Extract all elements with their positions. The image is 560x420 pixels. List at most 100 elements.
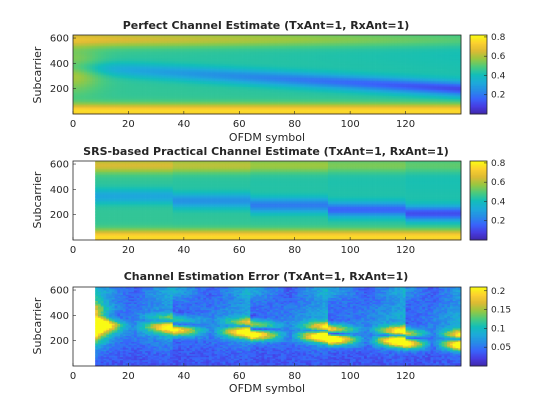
heatmap-cell: [120, 59, 124, 62]
heatmap-cell: [106, 44, 110, 46]
heatmap-cell: [147, 65, 151, 68]
heatmap-cell: [73, 101, 77, 104]
heatmap-cell: [81, 94, 85, 97]
heatmap-cell: [117, 83, 121, 86]
heatmap-cell: [147, 80, 151, 83]
heatmap-cell: [111, 72, 115, 75]
heatmap-cell: [147, 100, 151, 103]
heatmap-cell: [150, 39, 154, 42]
heatmap-cell: [145, 60, 149, 63]
heatmap-cell: [84, 97, 88, 100]
heatmap-cell: [111, 94, 115, 97]
heatmap-cell: [117, 104, 121, 107]
heatmap-cell: [153, 103, 157, 106]
heatmap-cell: [170, 89, 174, 92]
heatmap-cell: [106, 60, 110, 63]
heatmap-cell: [84, 50, 88, 53]
heatmap-cell: [161, 56, 165, 59]
heatmap-cell: [145, 45, 149, 48]
heatmap-cell: [145, 106, 149, 109]
heatmap-cell: [100, 66, 104, 69]
heatmap-cell: [117, 89, 121, 92]
heatmap-cell: [84, 103, 88, 106]
heatmap-cell: [73, 48, 77, 51]
heatmap-cell: [78, 97, 82, 100]
heatmap-cell: [142, 86, 146, 89]
heatmap-cell: [92, 89, 96, 92]
heatmap-cell: [84, 65, 88, 68]
heatmap-cell: [75, 79, 79, 81]
heatmap-cell: [95, 56, 99, 59]
heatmap-cell: [95, 60, 99, 63]
heatmap-cell: [128, 72, 132, 75]
heatmap-cell: [103, 59, 107, 62]
heatmap-cell: [164, 51, 168, 54]
heatmap-cell: [172, 89, 176, 92]
heatmap-cell: [103, 66, 107, 69]
heatmap-cell: [122, 98, 127, 101]
heatmap-cell: [84, 98, 88, 101]
heatmap-cell: [117, 71, 121, 74]
heatmap-cell: [122, 80, 127, 83]
heatmap-cell: [170, 66, 174, 69]
heatmap-cell: [156, 79, 160, 81]
heatmap-cell: [109, 63, 113, 66]
heatmap-cell: [95, 72, 99, 75]
heatmap-cell: [100, 106, 104, 109]
heatmap-cell: [78, 36, 82, 39]
heatmap-cell: [131, 71, 135, 74]
heatmap-cell: [136, 36, 140, 39]
heatmap-cell: [136, 56, 140, 59]
heatmap-cell: [122, 77, 127, 80]
heatmap-cell: [103, 79, 107, 81]
heatmap-cell: [120, 109, 124, 112]
heatmap-cell: [131, 41, 135, 43]
heatmap-cell: [172, 92, 176, 95]
heatmap-cell: [125, 65, 129, 68]
heatmap-cell: [106, 71, 110, 74]
heatmap-cell: [170, 71, 174, 74]
heatmap-cell: [167, 54, 171, 57]
heatmap-cell: [164, 80, 168, 83]
heatmap-cell: [95, 47, 99, 50]
heatmap-cell: [139, 100, 143, 103]
heatmap-cell: [120, 68, 124, 71]
heatmap-cell: [122, 63, 127, 66]
heatmap-cell: [139, 94, 143, 97]
heatmap-cell: [95, 66, 99, 69]
heatmap-cell: [89, 94, 93, 97]
heatmap-cell: [109, 79, 113, 81]
heatmap-cell: [125, 112, 129, 115]
heatmap-cell: [147, 69, 151, 72]
heatmap-cell: [158, 72, 163, 75]
heatmap-cell: [131, 103, 135, 106]
heatmap-cell: [161, 77, 165, 80]
heatmap-cell: [170, 79, 174, 81]
heatmap-cell: [75, 104, 79, 107]
heatmap-cell: [161, 38, 165, 40]
heatmap-cell: [142, 97, 146, 100]
heatmap-cell: [73, 39, 77, 42]
heatmap-cell: [73, 36, 77, 39]
heatmap-cell: [84, 44, 88, 46]
heatmap-cell: [167, 47, 171, 50]
heatmap-cell: [153, 86, 157, 89]
heatmap-cell: [133, 42, 138, 45]
heatmap-cell: [89, 103, 93, 106]
heatmap-cell: [92, 79, 96, 81]
heatmap-cell: [103, 51, 107, 54]
heatmap-cell: [150, 86, 154, 89]
heatmap-cell: [161, 72, 165, 75]
heatmap-cell: [172, 44, 176, 46]
heatmap-cell: [117, 85, 121, 87]
heatmap-cell: [156, 57, 160, 60]
heatmap-cell: [95, 79, 99, 81]
heatmap-cell: [109, 54, 113, 57]
heatmap-cell: [84, 112, 88, 115]
heatmap-cell: [131, 91, 135, 94]
heatmap-cell: [150, 60, 154, 63]
heatmap-cell: [133, 51, 138, 54]
heatmap-cell: [75, 47, 79, 50]
heatmap-cell: [100, 72, 104, 75]
heatmap-cell: [147, 94, 151, 97]
